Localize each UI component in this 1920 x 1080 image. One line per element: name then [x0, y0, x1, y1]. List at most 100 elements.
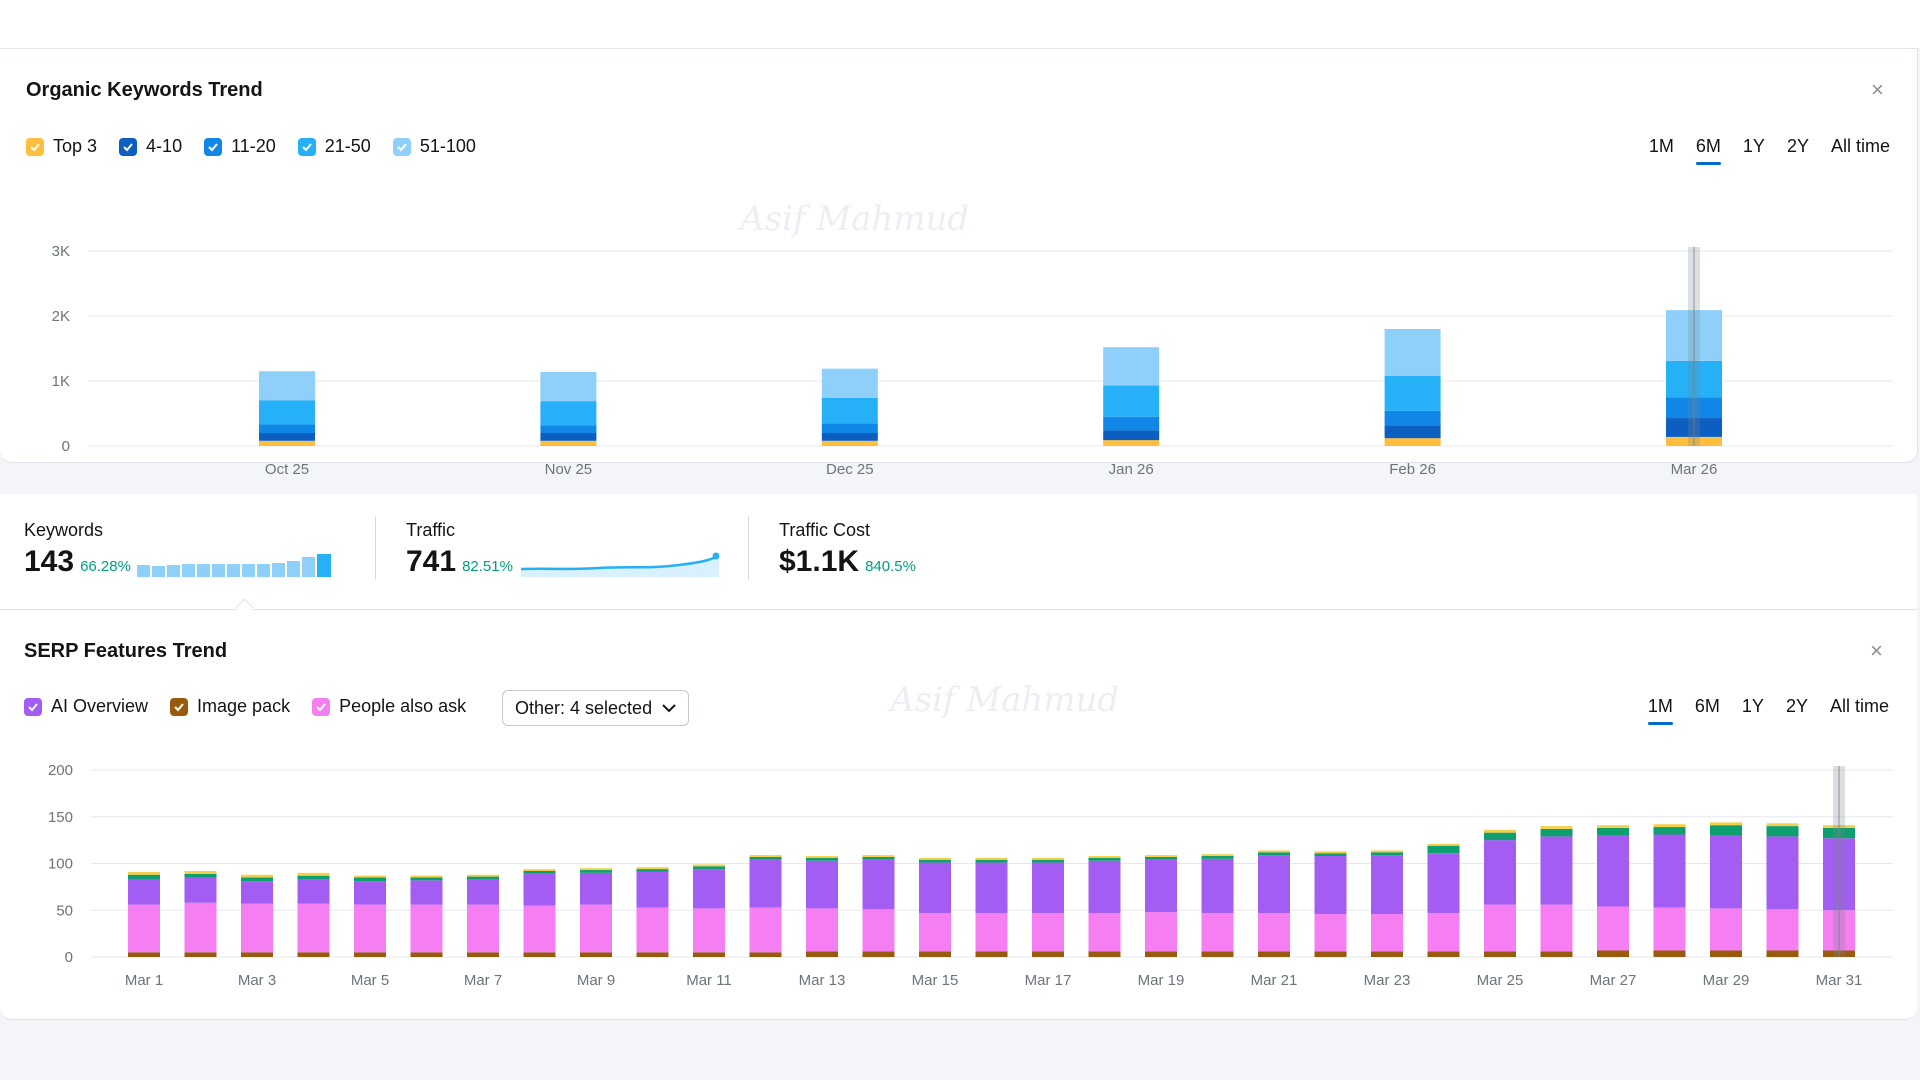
bar-segment[interactable] — [184, 902, 217, 953]
serp-legend-item[interactable]: AI Overview — [24, 696, 148, 717]
bar-segment[interactable] — [1032, 913, 1064, 952]
bar-segment[interactable] — [919, 951, 951, 957]
bar-segment[interactable] — [1653, 907, 1686, 951]
bar-segment[interactable] — [410, 880, 443, 905]
bar-segment[interactable] — [1314, 851, 1347, 854]
bar-segment[interactable] — [821, 368, 878, 398]
bar-segment[interactable] — [1103, 385, 1160, 417]
bar-segment[interactable] — [975, 859, 1008, 863]
bar-segment[interactable] — [184, 873, 217, 878]
bar-segment[interactable] — [1145, 855, 1177, 857]
bar-segment[interactable] — [523, 870, 556, 874]
bar-segment[interactable] — [1103, 416, 1160, 431]
bar-segment[interactable] — [862, 951, 895, 957]
bar-segment[interactable] — [821, 397, 878, 424]
bar-segment[interactable] — [184, 877, 217, 903]
bar-segment[interactable] — [1384, 375, 1441, 411]
bar-segment[interactable] — [128, 904, 160, 953]
bar-segment[interactable] — [821, 423, 878, 433]
serp-range-1y[interactable]: 1Y — [1741, 696, 1764, 716]
bar-segment[interactable] — [975, 857, 1008, 860]
bar-segment[interactable] — [862, 909, 895, 952]
bar-segment[interactable] — [467, 904, 499, 953]
bar-segment[interactable] — [1103, 430, 1160, 441]
bar-segment[interactable] — [919, 862, 951, 914]
bar-segment[interactable] — [259, 424, 315, 433]
bar-segment[interactable] — [1384, 425, 1441, 439]
bar-segment[interactable] — [523, 873, 556, 906]
bar-segment[interactable] — [1427, 913, 1460, 952]
bar-segment[interactable] — [1597, 835, 1629, 907]
bar-segment[interactable] — [693, 908, 725, 953]
bar-segment[interactable] — [1201, 854, 1234, 857]
bar-segment[interactable] — [1032, 862, 1064, 914]
okt-legend-item[interactable]: 11-20 — [204, 136, 276, 157]
bar-segment[interactable] — [1710, 950, 1742, 957]
bar-segment[interactable] — [1314, 951, 1347, 957]
bar-segment[interactable] — [297, 872, 330, 876]
bar-segment[interactable] — [1710, 835, 1742, 909]
bar-segment[interactable] — [297, 875, 330, 880]
bar-segment[interactable] — [580, 870, 612, 873]
bar-segment[interactable] — [259, 371, 315, 401]
bar-segment[interactable] — [975, 951, 1008, 957]
bar-segment[interactable] — [1597, 827, 1629, 836]
checkbox-checked-icon[interactable] — [204, 137, 223, 156]
other-features-select[interactable]: Other: 4 selected — [502, 690, 690, 726]
bar-segment[interactable] — [693, 864, 725, 867]
bar-segment[interactable] — [749, 952, 782, 957]
bar-segment[interactable] — [259, 433, 315, 441]
bar-segment[interactable] — [1484, 951, 1516, 957]
bar-segment[interactable] — [1484, 904, 1516, 952]
checkbox-checked-icon[interactable] — [24, 697, 42, 716]
bar-segment[interactable] — [354, 904, 386, 953]
bar-segment[interactable] — [1766, 909, 1799, 951]
bar-segment[interactable] — [241, 874, 273, 878]
bar-segment[interactable] — [1258, 852, 1290, 856]
bar-segment[interactable] — [1653, 834, 1686, 908]
bar-segment[interactable] — [1540, 904, 1573, 952]
serp-legend-item[interactable]: Image pack — [170, 696, 290, 717]
bar-segment[interactable] — [919, 913, 951, 952]
bar-segment[interactable] — [1766, 950, 1799, 957]
bar-segment[interactable] — [1540, 828, 1573, 837]
bar-segment[interactable] — [1766, 836, 1799, 910]
okt-range-2y[interactable]: 2Y — [1786, 136, 1809, 156]
bar-segment[interactable] — [1484, 832, 1516, 841]
bar-segment[interactable] — [693, 866, 725, 870]
bar-segment[interactable] — [1145, 859, 1177, 913]
bar-segment[interactable] — [1314, 853, 1347, 857]
bar-segment[interactable] — [1371, 852, 1403, 856]
bar-segment[interactable] — [1384, 438, 1441, 446]
bar-segment[interactable] — [1766, 826, 1799, 837]
bar-segment[interactable] — [1088, 857, 1121, 861]
bar-segment[interactable] — [636, 871, 669, 908]
bar-segment[interactable] — [1201, 856, 1234, 859]
bar-segment[interactable] — [1653, 824, 1686, 828]
bar-segment[interactable] — [1540, 836, 1573, 905]
bar-segment[interactable] — [1201, 951, 1234, 957]
bar-segment[interactable] — [806, 857, 838, 861]
bar-segment[interactable] — [467, 952, 499, 957]
bar-segment[interactable] — [749, 859, 782, 908]
bar-segment[interactable] — [410, 904, 443, 953]
bar-segment[interactable] — [1088, 856, 1121, 858]
bar-segment[interactable] — [1371, 913, 1403, 952]
bar-segment[interactable] — [636, 867, 669, 870]
checkbox-checked-icon[interactable] — [170, 697, 189, 716]
bar-segment[interactable] — [1597, 906, 1629, 951]
bar-segment[interactable] — [1088, 951, 1121, 957]
bar-segment[interactable] — [636, 869, 669, 872]
bar-segment[interactable] — [354, 877, 386, 882]
bar-segment[interactable] — [1653, 950, 1686, 957]
okt-range-6m[interactable]: 6M — [1695, 136, 1721, 165]
okt-range-1y[interactable]: 1Y — [1742, 136, 1765, 156]
bar-segment[interactable] — [1540, 951, 1573, 957]
bar-segment[interactable] — [821, 440, 878, 446]
bar-segment[interactable] — [467, 879, 499, 905]
serp-range-all-time[interactable]: All time — [1829, 696, 1889, 716]
bar-segment[interactable] — [297, 903, 330, 953]
bar-segment[interactable] — [1145, 951, 1177, 957]
okt-legend-item[interactable]: Top 3 — [26, 136, 97, 157]
bar-segment[interactable] — [128, 871, 160, 875]
